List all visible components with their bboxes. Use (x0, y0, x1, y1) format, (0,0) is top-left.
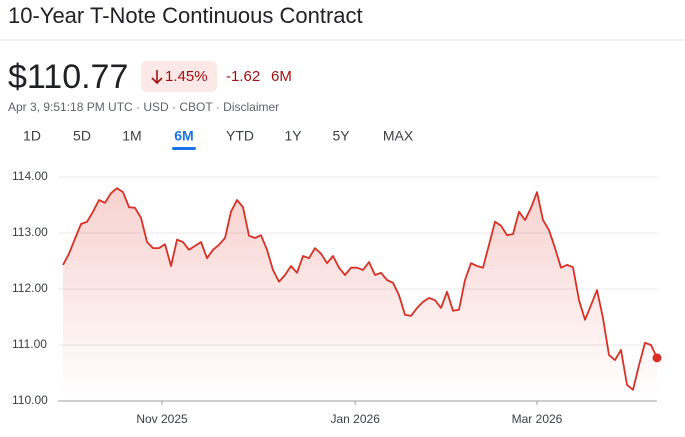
range-tab[interactable]: 1D (23, 128, 41, 144)
period: 6M (271, 68, 292, 85)
y-tick-label: 110.00 (12, 393, 48, 407)
range-tab[interactable]: MAX (383, 128, 414, 144)
tab-underline (172, 147, 196, 150)
x-tick-label: Nov 2025 (136, 412, 188, 426)
range-tab[interactable]: 5Y (332, 128, 350, 144)
change: -1.62 (226, 68, 260, 85)
change-percent: 1.45% (165, 68, 208, 85)
range-tab[interactable]: 6M (174, 128, 193, 144)
y-tick-label: 114.00 (12, 169, 48, 183)
down-arrow (151, 70, 163, 85)
meta: Apr 3, 9:51:18 PM UTC · USD · CBOT · Dis… (8, 100, 279, 114)
range-tab[interactable]: 5D (73, 128, 91, 144)
price-line (62, 187, 658, 391)
x-tick-label: Mar 2026 (512, 412, 563, 426)
price: $110.77 (8, 58, 128, 96)
range-tabs: 1D 5D 1M 6M YTD 1Y 5Y MAX (23, 128, 414, 150)
range-tab[interactable]: 1Y (284, 128, 302, 144)
last-point (652, 353, 662, 363)
chart: 114.00 113.00 112.00 111.00 110.00 Nov 2025 Ja… (12, 169, 662, 426)
title: 10-Year T-Note Continuous Contract (8, 3, 363, 28)
range-tab[interactable]: 1M (122, 128, 141, 144)
x-tick-label: Jan 2026 (331, 412, 381, 426)
y-tick-label: 111.00 (12, 337, 47, 351)
change-badge (141, 61, 217, 92)
range-tab[interactable]: YTD (226, 128, 254, 144)
y-tick-label: 113.00 (12, 225, 48, 239)
area-fill (63, 188, 657, 401)
y-tick-label: 112.00 (12, 281, 48, 295)
